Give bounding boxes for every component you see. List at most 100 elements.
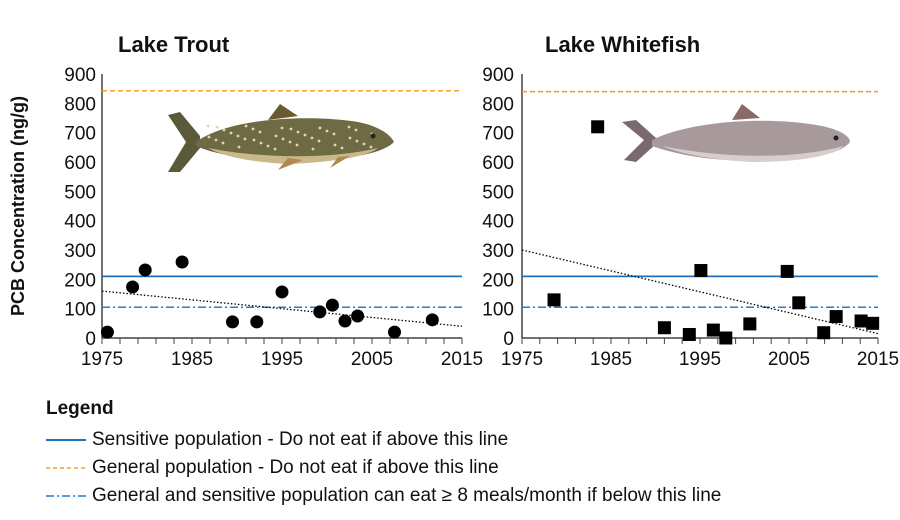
- solid-line-swatch: [46, 439, 86, 441]
- spot: [215, 125, 219, 129]
- data-point: [657, 321, 671, 335]
- spot: [259, 141, 263, 145]
- spot: [288, 140, 292, 144]
- x-tick-label: 1975: [81, 349, 123, 370]
- data-point: [338, 314, 352, 328]
- y-tick-label: 800: [482, 94, 514, 115]
- trend-line: [101, 290, 463, 327]
- spot: [317, 139, 321, 143]
- spot: [274, 134, 278, 138]
- y-tick-label: 800: [64, 94, 96, 115]
- data-point: [706, 323, 720, 337]
- chart-title: Lake Whitefish: [545, 32, 700, 57]
- data-point: [100, 325, 114, 339]
- dorsal-fin: [268, 104, 298, 120]
- spot: [354, 128, 358, 132]
- spot: [251, 127, 255, 131]
- spot: [340, 146, 344, 150]
- eye: [833, 135, 839, 141]
- chart-title: Lake Trout: [118, 32, 230, 57]
- y-tick-label: 900: [482, 65, 514, 86]
- y-tick-label: 700: [482, 124, 514, 145]
- data-point: [719, 331, 733, 345]
- data-point: [780, 264, 794, 278]
- data-point: [866, 316, 880, 330]
- spot: [295, 143, 299, 147]
- spot: [332, 132, 336, 136]
- data-point: [351, 309, 365, 323]
- spot: [229, 131, 233, 135]
- spot: [296, 130, 300, 134]
- x-tick-label: 1985: [171, 349, 213, 370]
- tail-fin: [168, 112, 200, 172]
- legend-item-meals: General and sensitive population can eat…: [46, 482, 721, 510]
- spot: [273, 147, 277, 151]
- legend-label: Sensitive population - Do not eat if abo…: [92, 429, 509, 450]
- spot: [281, 137, 285, 141]
- dorsal-fin: [732, 104, 760, 120]
- data-point: [250, 315, 264, 329]
- spot: [236, 134, 240, 138]
- data-point: [854, 314, 868, 328]
- y-tick-label: 600: [482, 153, 514, 174]
- y-tick-label: 300: [64, 241, 96, 262]
- data-point: [138, 263, 152, 277]
- spot: [311, 147, 315, 151]
- y-tick-label: 300: [482, 241, 514, 262]
- data-point: [694, 264, 708, 278]
- data-point: [547, 293, 561, 307]
- data-point: [817, 326, 831, 340]
- tail-fin: [622, 120, 656, 162]
- trend-line: [521, 249, 879, 335]
- eye: [370, 133, 376, 139]
- x-tick-label: 2005: [351, 349, 393, 370]
- data-point: [682, 327, 696, 341]
- spot: [325, 129, 329, 133]
- legend-label: General and sensitive population can eat…: [92, 485, 722, 506]
- y-tick-label: 500: [64, 182, 96, 203]
- data-point: [313, 305, 327, 319]
- chart-panel-2: Lake Whitefish 0 100 200 300 400 500 600 700 800 9…: [482, 32, 899, 370]
- y-tick-label: 900: [64, 65, 96, 86]
- spot: [369, 145, 373, 149]
- spot: [252, 138, 256, 142]
- legend: Legend Sensitive population - Do not eat…: [46, 398, 721, 510]
- y-tick-label: 100: [64, 300, 96, 321]
- y-tick-label: 700: [64, 124, 96, 145]
- spot: [347, 125, 351, 129]
- y-tick-label: 400: [64, 212, 96, 233]
- spot: [244, 124, 248, 128]
- spot: [206, 124, 210, 128]
- data-point: [591, 120, 605, 134]
- spot: [214, 138, 218, 142]
- x-tick-label: 1995: [261, 349, 303, 370]
- data-point: [126, 280, 140, 294]
- x-tick-label: 1995: [679, 349, 721, 370]
- x-tick-label: 1985: [590, 349, 632, 370]
- spot: [243, 137, 247, 141]
- data-point: [275, 285, 289, 299]
- data-point: [743, 317, 757, 331]
- spot: [333, 143, 337, 147]
- spot: [303, 133, 307, 137]
- spot: [222, 128, 226, 132]
- y-tick-label: 200: [64, 270, 96, 291]
- y-tick-label: 200: [482, 270, 514, 291]
- spot: [348, 136, 352, 140]
- spot: [289, 127, 293, 131]
- x-tick-label: 2005: [768, 349, 810, 370]
- fish-body: [652, 120, 850, 161]
- spot: [362, 142, 366, 146]
- spot: [280, 126, 284, 130]
- legend-title: Legend: [46, 398, 114, 419]
- spot: [258, 130, 262, 134]
- spot: [221, 141, 225, 145]
- x-tick-label: 1975: [501, 349, 543, 370]
- data-point: [325, 298, 339, 312]
- x-tick-label: 2015: [441, 349, 483, 370]
- data-point: [175, 255, 189, 269]
- dashed-line-swatch: [46, 467, 86, 469]
- legend-item-sensitive: Sensitive population - Do not eat if abo…: [46, 426, 721, 454]
- dashdot-line-swatch: [46, 495, 86, 497]
